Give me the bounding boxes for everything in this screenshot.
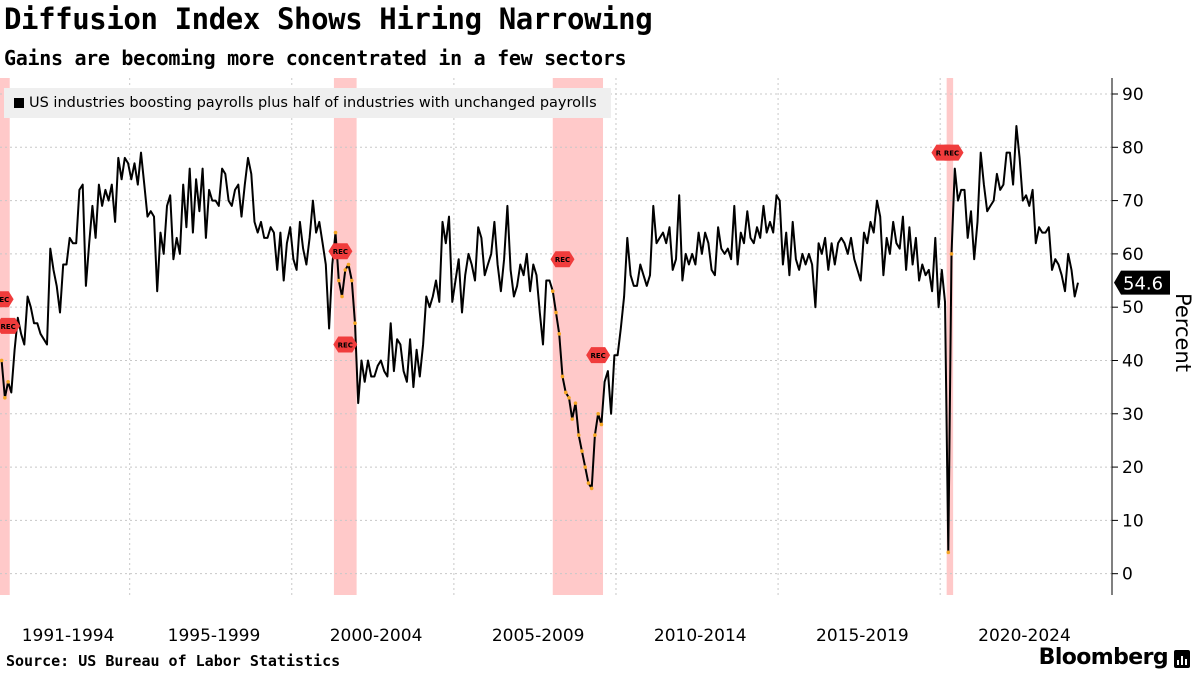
y-tick-label: 10 [1122,511,1144,531]
data-point [949,252,954,256]
data-point [576,433,581,437]
data-point [593,433,597,437]
bloomberg-chart-icon [1174,650,1190,668]
data-point [583,465,587,469]
recession-marker-label: REC [333,248,348,256]
y-tick-label: 70 [1122,192,1144,212]
x-tick-label: 2010-2014 [654,626,747,646]
data-point [570,417,575,421]
bloomberg-logo: Bloomberg [1038,645,1169,670]
recession-marker: REC [328,243,353,260]
recession-markers: RECRECRECRECRECRECRECREC [0,144,964,364]
data-point [596,411,600,416]
data-point [589,486,594,491]
data-point [340,294,344,299]
data-point [599,422,604,427]
recession-marker-shape [550,251,575,268]
y-tick-label: 30 [1122,405,1144,425]
data-point [550,289,555,293]
recession-marker-label: REC [555,256,570,264]
recession-marker-label: REC [338,341,353,349]
x-tick-label: 2020-2024 [978,626,1071,646]
gridlines [0,93,1112,575]
y-tick-label: 90 [1122,85,1144,105]
recession-marker-shape [586,347,611,364]
x-tick-label: 2000-2004 [330,626,423,646]
data-point [0,358,4,363]
recession-bands [0,78,954,595]
x-tick-label: 2015-2019 [816,626,909,646]
data-point [573,401,578,405]
y-tick-label: 40 [1122,351,1144,371]
data-point [560,374,565,379]
chart-title: Diffusion Index Shows Hiring Narrowing [4,2,653,36]
chart-subtitle: Gains are becoming more concentrated in … [4,46,627,70]
recession-band [552,78,604,595]
data-point [353,321,357,325]
last-value-label: 54.6 [1123,274,1163,295]
recession-marker: REC [939,144,964,161]
x-axis: 1991-1994 1995-1999 2000-2004 2005-2009 2010… [22,626,1071,646]
data-point [946,550,951,555]
recession-marker: REC [586,347,611,364]
recession-marker-label: REC [944,150,959,158]
y-tick-label: 50 [1122,298,1144,318]
recession-marker-label: REC [0,296,9,304]
y-tick-label: 0 [1122,565,1133,585]
data-point [567,395,571,400]
series-layer [0,125,1079,555]
recession-marker: REC [0,291,14,308]
legend-label: US industries boosting payrolls plus hal… [29,95,597,111]
recession-marker-shape [328,243,353,260]
legend: US industries boosting payrolls plus hal… [4,88,611,118]
recession-marker-shape [333,336,358,353]
recession-marker-shape [0,291,14,308]
recession-band [0,78,10,595]
legend-swatch [14,98,24,108]
y-axis: 0 10 20 30 40 50 60 70 80 90 Percent 54.6 [1111,78,1195,595]
last-value-callout: 54.6 [1114,270,1170,295]
series-line [0,125,1079,554]
recession-marker: REC [0,317,21,334]
data-point [336,278,341,283]
y-axis-title: Percent [1171,293,1195,372]
data-point [6,380,10,384]
recession-marker-label: REC [0,323,15,331]
recession-marker: REC [550,251,575,268]
recession-marker-shape [0,317,21,334]
source-note: Source: US Bureau of Labor Statistics [6,652,341,670]
recession-marker: REC [333,336,358,353]
y-tick-label: 20 [1122,458,1144,478]
data-point [580,449,584,453]
data-point [554,310,558,315]
data-point [349,278,354,283]
x-tick-label: 1991-1994 [22,626,115,646]
data-point [563,390,568,395]
y-tick-label: 80 [1122,138,1144,158]
recession-marker-shape [939,144,964,161]
data-point [333,230,338,235]
data-point [3,395,7,400]
x-tick-label: 1995-1999 [168,626,261,646]
data-point [557,332,562,336]
recession-marker-label: REC [590,352,605,360]
data-point [586,481,591,485]
x-tick-label: 2005-2009 [492,626,585,646]
data-point [346,262,351,267]
x-period-separators [129,78,941,595]
y-tick-label: 60 [1122,245,1144,265]
data-point [343,268,348,272]
last-value-badge [1114,270,1170,295]
